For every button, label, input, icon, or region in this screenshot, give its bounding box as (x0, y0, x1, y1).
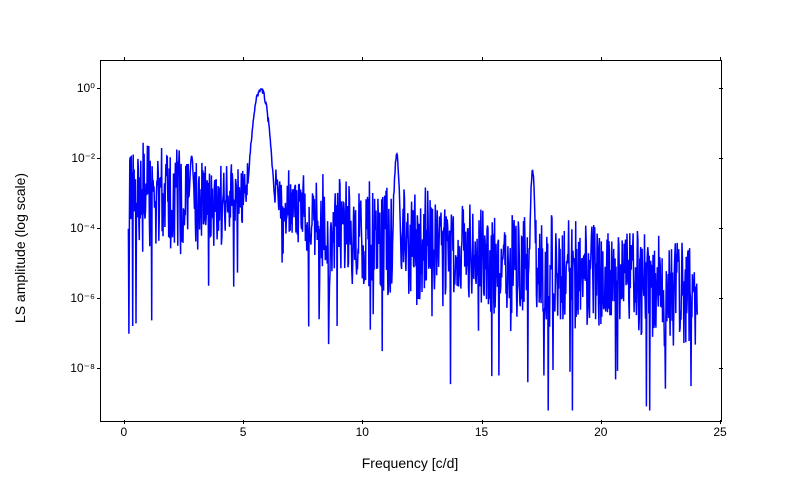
x-tick-mark (482, 57, 483, 61)
x-tick-label: 25 (713, 425, 726, 439)
y-axis-label: LS amplitude (log scale) (12, 173, 28, 323)
y-tick-mark (719, 228, 723, 229)
plot-area (100, 60, 722, 422)
x-tick-label: 20 (594, 425, 607, 439)
y-tick-mark (719, 88, 723, 89)
y-tick-label: 10⁰ (77, 81, 95, 95)
x-tick-mark (720, 57, 721, 61)
x-tick-mark (124, 57, 125, 61)
x-axis-label: Frequency [c/d] (362, 455, 459, 471)
y-tick-mark (97, 158, 101, 159)
x-tick-mark (482, 420, 483, 424)
periodogram-line (101, 61, 721, 421)
x-tick-label: 10 (356, 425, 369, 439)
y-tick-label: 10⁻⁶ (70, 291, 95, 305)
x-tick-mark (601, 420, 602, 424)
x-tick-mark (362, 57, 363, 61)
y-tick-mark (97, 368, 101, 369)
x-tick-mark (720, 420, 721, 424)
y-tick-label: 10⁻² (71, 151, 95, 165)
x-tick-mark (124, 420, 125, 424)
x-tick-label: 0 (121, 425, 128, 439)
y-tick-label: 10⁻⁸ (70, 361, 95, 375)
y-tick-mark (97, 88, 101, 89)
y-tick-mark (97, 228, 101, 229)
x-tick-mark (243, 420, 244, 424)
x-tick-mark (243, 57, 244, 61)
x-tick-label: 5 (240, 425, 247, 439)
x-tick-label: 15 (475, 425, 488, 439)
x-tick-mark (362, 420, 363, 424)
spectrum-trace (128, 89, 697, 411)
y-tick-mark (719, 298, 723, 299)
x-tick-mark (601, 57, 602, 61)
y-tick-mark (719, 158, 723, 159)
y-tick-label: 10⁻⁴ (70, 221, 95, 235)
chart-container: LS amplitude (log scale) Frequency [c/d]… (0, 0, 800, 500)
y-tick-mark (719, 368, 723, 369)
y-tick-mark (97, 298, 101, 299)
